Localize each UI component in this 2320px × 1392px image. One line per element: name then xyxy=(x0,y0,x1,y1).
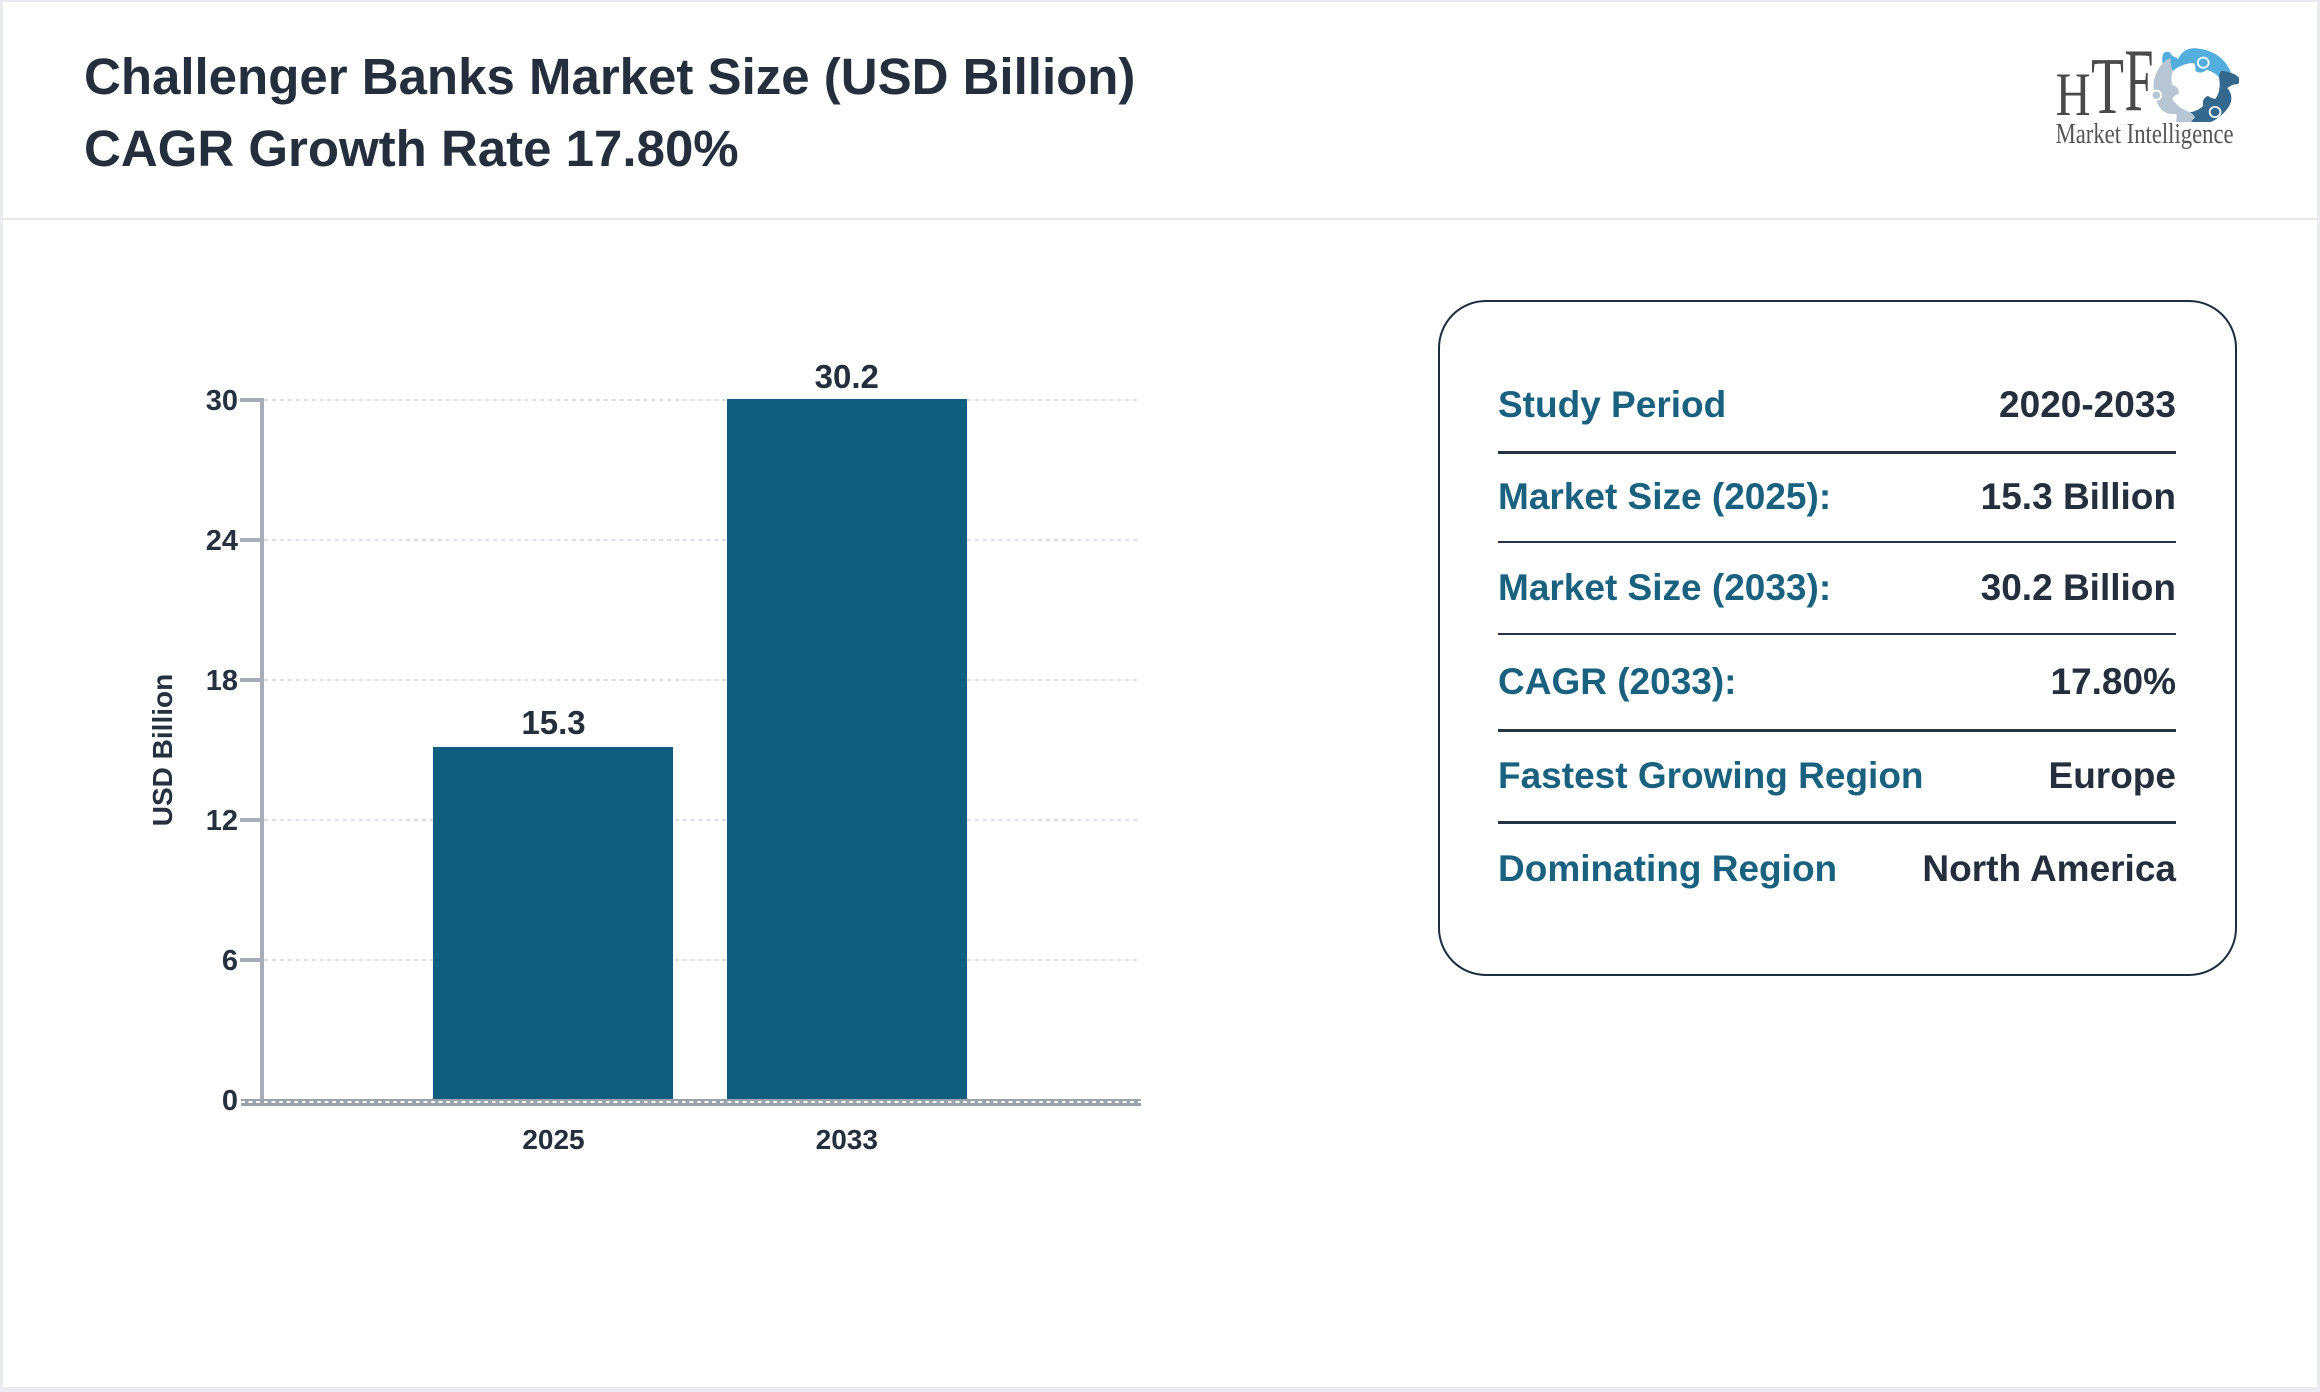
svg-text:T: T xyxy=(2091,43,2124,131)
svg-text:H: H xyxy=(2056,62,2091,129)
svg-text:F: F xyxy=(2125,42,2154,131)
svg-text:Market Intelligence: Market Intelligence xyxy=(2056,119,2234,150)
